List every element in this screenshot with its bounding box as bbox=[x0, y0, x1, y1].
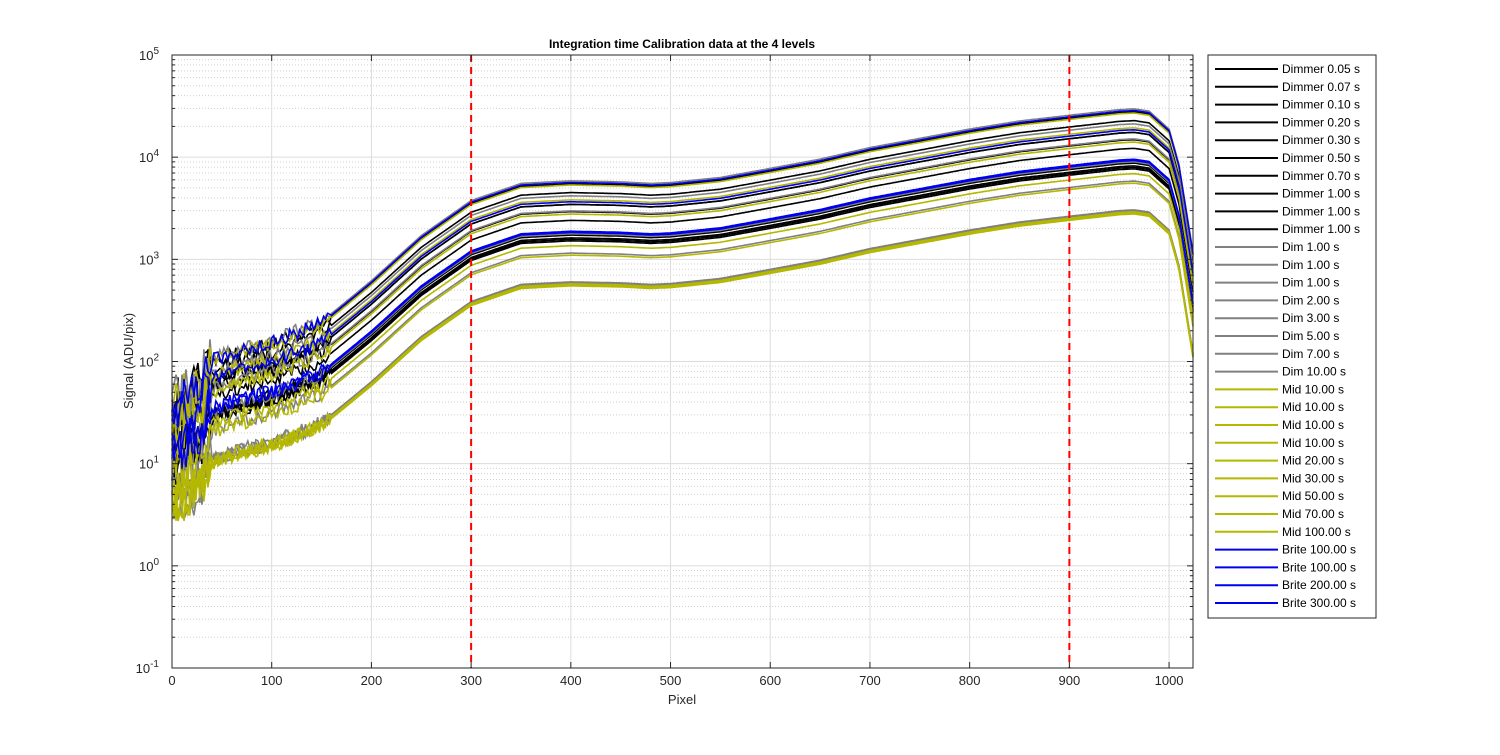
x-tick-label: 800 bbox=[959, 673, 981, 688]
y-tick-label: 100 bbox=[139, 557, 159, 574]
legend-label: Dimmer 0.30 s bbox=[1282, 133, 1360, 147]
reference-lines bbox=[470, 55, 1071, 668]
y-tick-label: 104 bbox=[139, 148, 159, 165]
legend-label: Dim 1.00 s bbox=[1282, 258, 1339, 272]
chart-title: Integration time Calibration data at the… bbox=[549, 37, 815, 51]
legend-label: Mid 30.00 s bbox=[1282, 471, 1344, 485]
series-line bbox=[171, 141, 1194, 456]
legend-label: Dimmer 0.07 s bbox=[1282, 80, 1360, 94]
legend-label: Dimmer 0.70 s bbox=[1282, 169, 1360, 183]
series-line bbox=[171, 128, 1194, 432]
legend-label: Dimmer 0.05 s bbox=[1282, 62, 1360, 76]
series-line bbox=[171, 180, 1194, 488]
y-tick-label: 105 bbox=[139, 46, 159, 63]
y-tick-label: 103 bbox=[139, 250, 159, 267]
series-line bbox=[171, 159, 1194, 469]
legend-label: Mid 10.00 s bbox=[1282, 418, 1344, 432]
legend-label: Mid 20.00 s bbox=[1282, 454, 1344, 468]
x-tick-label: 500 bbox=[660, 673, 682, 688]
legend-label: Dim 3.00 s bbox=[1282, 311, 1339, 325]
series-line bbox=[171, 172, 1194, 485]
legend-label: Mid 50.00 s bbox=[1282, 489, 1344, 503]
y-tick-label: 10-1 bbox=[136, 659, 160, 676]
legend-label: Dim 2.00 s bbox=[1282, 293, 1339, 307]
series-line bbox=[171, 182, 1194, 499]
legend-label: Dimmer 1.00 s bbox=[1282, 222, 1360, 236]
legend-label: Brite 300.00 s bbox=[1282, 596, 1356, 610]
series-line bbox=[171, 119, 1194, 428]
legend-label: Mid 10.00 s bbox=[1282, 400, 1344, 414]
series-line bbox=[171, 110, 1194, 426]
axis-ticks: 10-1 100 101 102 103 104 105 0 100 200 300 400 500 60… bbox=[136, 46, 1193, 688]
legend-label: Dimmer 0.10 s bbox=[1282, 98, 1360, 112]
legend-label: Dim 10.00 s bbox=[1282, 365, 1346, 379]
series-line bbox=[171, 123, 1194, 427]
legend-label: Brite 200.00 s bbox=[1282, 578, 1356, 592]
legend-label: Dimmer 0.50 s bbox=[1282, 151, 1360, 165]
x-tick-label: 300 bbox=[460, 673, 482, 688]
legend-label: Mid 100.00 s bbox=[1282, 525, 1351, 539]
series-line bbox=[171, 138, 1194, 452]
series-line bbox=[171, 160, 1194, 473]
x-tick-label: 700 bbox=[859, 673, 881, 688]
series-line bbox=[171, 147, 1194, 460]
y-tick-label: 101 bbox=[139, 455, 159, 472]
series-line bbox=[171, 108, 1194, 415]
series-line bbox=[171, 209, 1194, 513]
x-tick-label: 1000 bbox=[1155, 673, 1184, 688]
x-tick-label: 100 bbox=[261, 673, 283, 688]
x-axis-label: Pixel bbox=[668, 692, 696, 707]
series-line bbox=[171, 166, 1194, 481]
legend-label: Dimmer 0.20 s bbox=[1282, 115, 1360, 129]
x-tick-label: 600 bbox=[759, 673, 781, 688]
series-line bbox=[171, 168, 1194, 485]
legend-label: Mid 70.00 s bbox=[1282, 507, 1344, 521]
legend: Dimmer 0.05 s Dimmer 0.07 s Dimmer 0.10 s D… bbox=[1207, 54, 1377, 619]
x-tick-label: 900 bbox=[1059, 673, 1081, 688]
legend-label: Mid 10.00 s bbox=[1282, 436, 1344, 450]
series-line bbox=[171, 211, 1194, 522]
y-tick-label: 102 bbox=[139, 353, 159, 370]
series-lines bbox=[171, 108, 1194, 522]
legend-label: Brite 100.00 s bbox=[1282, 560, 1356, 574]
series-line bbox=[171, 109, 1194, 425]
y-axis-label: Signal (ADU/pix) bbox=[121, 313, 136, 409]
legend-label: Brite 100.00 s bbox=[1282, 543, 1356, 557]
legend-label: Dim 1.00 s bbox=[1282, 276, 1339, 290]
series-line bbox=[171, 131, 1194, 450]
series-line bbox=[171, 158, 1194, 459]
legend-label: Dim 7.00 s bbox=[1282, 347, 1339, 361]
legend-label: Dim 5.00 s bbox=[1282, 329, 1339, 343]
legend-label: Dimmer 1.00 s bbox=[1282, 187, 1360, 201]
x-tick-label: 400 bbox=[560, 673, 582, 688]
legend-label: Mid 10.00 s bbox=[1282, 382, 1344, 396]
series-line bbox=[171, 165, 1194, 478]
series-line bbox=[171, 162, 1194, 484]
series-line bbox=[171, 127, 1194, 441]
series-line bbox=[171, 212, 1194, 521]
x-tick-label: 0 bbox=[168, 673, 175, 688]
legend-label: Dimmer 1.00 s bbox=[1282, 204, 1360, 218]
legend-label: Dim 1.00 s bbox=[1282, 240, 1339, 254]
series-line bbox=[171, 112, 1194, 423]
x-tick-label: 200 bbox=[361, 673, 383, 688]
